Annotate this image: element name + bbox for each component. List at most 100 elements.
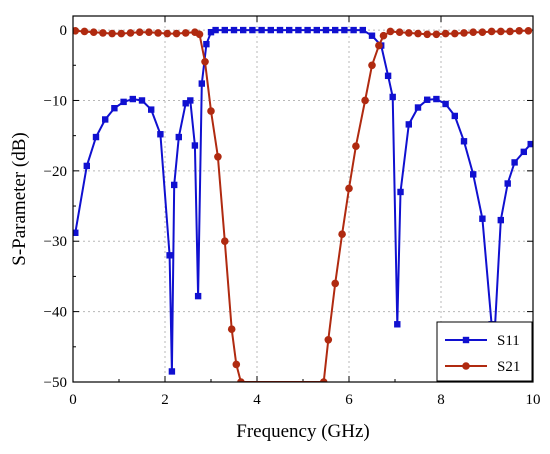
s21-point — [487, 27, 496, 36]
s11-point — [230, 26, 238, 34]
x-tick-label: 2 — [161, 392, 169, 408]
x-axis-title: Frequency (GHz) — [236, 421, 369, 442]
s21-point — [478, 28, 487, 36]
s21-point — [324, 335, 333, 344]
s11-point — [129, 95, 136, 103]
s11-point — [187, 97, 194, 104]
s11-point — [414, 104, 422, 111]
s11-point — [198, 80, 205, 87]
s11-point — [83, 162, 90, 170]
s21-point — [515, 26, 523, 35]
s21-point — [181, 29, 190, 37]
s21-point — [163, 29, 172, 38]
s21-point — [361, 96, 369, 105]
s21-point — [497, 27, 505, 36]
s21-point — [126, 29, 135, 37]
s21-point — [154, 29, 162, 37]
s11-point — [175, 133, 182, 141]
x-tick-label: 6 — [345, 392, 353, 408]
s21-point — [352, 142, 360, 151]
s11-point — [168, 368, 176, 375]
s11-point — [451, 112, 458, 120]
s21-point — [379, 31, 388, 40]
s11-point — [182, 100, 189, 107]
s11-point — [497, 216, 504, 224]
s11-point — [207, 28, 215, 36]
x-tick-label: 8 — [437, 392, 445, 408]
x-tick-label: 10 — [526, 392, 541, 408]
s11-point — [433, 95, 440, 103]
x-tick-label: 4 — [253, 392, 261, 408]
s21-point — [423, 30, 432, 39]
legend-label-s21: S21 — [497, 359, 520, 375]
s21-point — [117, 29, 126, 38]
s21-point — [319, 378, 328, 382]
s11-point — [249, 26, 256, 34]
s11-point — [511, 159, 518, 166]
s21-point — [432, 30, 441, 39]
y-tick-label: −20 — [44, 164, 67, 180]
series — [73, 26, 533, 382]
s11-point — [148, 106, 155, 113]
s11-point — [384, 72, 392, 80]
s11-point — [171, 181, 178, 189]
legend-label-s11: S11 — [497, 333, 520, 349]
s11-point — [240, 26, 247, 34]
s21-point — [451, 29, 459, 38]
s21-point — [345, 184, 353, 193]
s21-point — [145, 28, 153, 36]
s11-point — [341, 26, 348, 34]
s11-point — [322, 26, 330, 34]
s21-point — [375, 41, 383, 50]
s11-point — [191, 142, 199, 149]
s11-point — [203, 40, 210, 48]
s21-point — [89, 28, 98, 36]
s11-point — [394, 321, 401, 328]
s21-point — [80, 27, 89, 36]
s11-point — [73, 229, 79, 236]
s11-point — [520, 148, 527, 156]
s11-point — [504, 180, 511, 187]
s11-point — [276, 26, 284, 34]
s21-point — [201, 57, 209, 66]
s11-point — [258, 26, 265, 34]
s21-point — [368, 61, 376, 70]
s11-point — [286, 26, 293, 34]
s21-point — [338, 230, 346, 238]
s11-point — [102, 116, 109, 123]
s11-point — [212, 26, 219, 34]
s11-point — [332, 26, 339, 34]
tick-labels: 0 2 4 6 8 10 0 −10 −20 −30 −40 −50 — [44, 23, 541, 408]
y-tick-label: −40 — [44, 305, 67, 321]
s21-point — [207, 107, 215, 115]
y-axis-title: S-Parameter (dB) — [9, 132, 30, 265]
y-tick-label: 0 — [60, 23, 68, 39]
s11-point — [111, 105, 118, 112]
y-tick-label: −10 — [44, 93, 67, 109]
s21-point — [195, 30, 204, 39]
s21-point — [506, 27, 514, 36]
s11-point — [527, 140, 533, 148]
s11-point — [359, 26, 366, 34]
s11-point — [479, 215, 486, 222]
s21-point — [108, 29, 116, 38]
s11-point — [368, 32, 376, 39]
s11-point — [221, 26, 228, 34]
s21-point — [524, 26, 533, 35]
plot-area — [73, 16, 533, 382]
legend: S11 S21 — [436, 321, 533, 382]
y-tick-label: −30 — [44, 234, 67, 250]
s11-point — [138, 97, 146, 104]
s21-point — [469, 28, 478, 36]
s11-point — [157, 131, 164, 138]
s11-point — [350, 26, 357, 34]
s11-point — [313, 26, 320, 34]
s11-point — [166, 252, 173, 259]
plot-frame — [72, 15, 534, 383]
s11-point — [470, 171, 477, 178]
s11-point — [304, 26, 311, 34]
s21-point — [221, 237, 229, 246]
s21-point — [460, 29, 468, 37]
s11-point — [267, 26, 274, 34]
s11-point — [194, 292, 202, 300]
